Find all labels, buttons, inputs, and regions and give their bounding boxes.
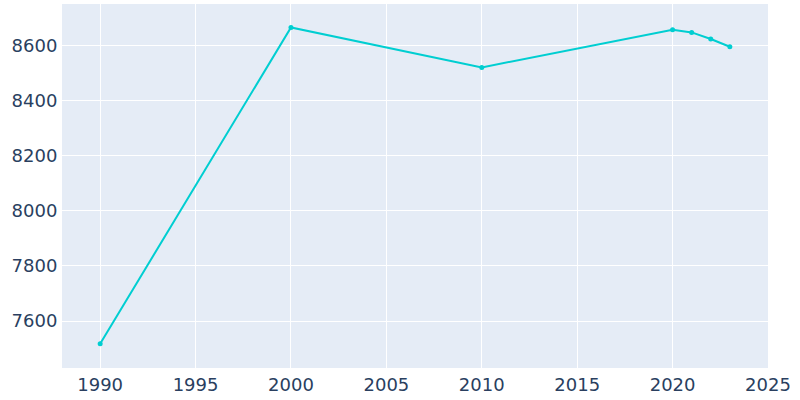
svg-text:7600: 7600 [12,310,58,331]
svg-text:1990: 1990 [77,374,123,395]
svg-text:7800: 7800 [12,255,58,276]
svg-text:8000: 8000 [12,200,58,221]
svg-text:2005: 2005 [363,374,409,395]
svg-text:2020: 2020 [650,374,696,395]
svg-text:8600: 8600 [12,35,58,56]
svg-text:2000: 2000 [268,374,314,395]
svg-text:8200: 8200 [12,145,58,166]
svg-text:2015: 2015 [554,374,600,395]
svg-text:8400: 8400 [12,90,58,111]
svg-text:2025: 2025 [745,374,791,395]
svg-text:1995: 1995 [173,374,219,395]
svg-text:2010: 2010 [459,374,505,395]
